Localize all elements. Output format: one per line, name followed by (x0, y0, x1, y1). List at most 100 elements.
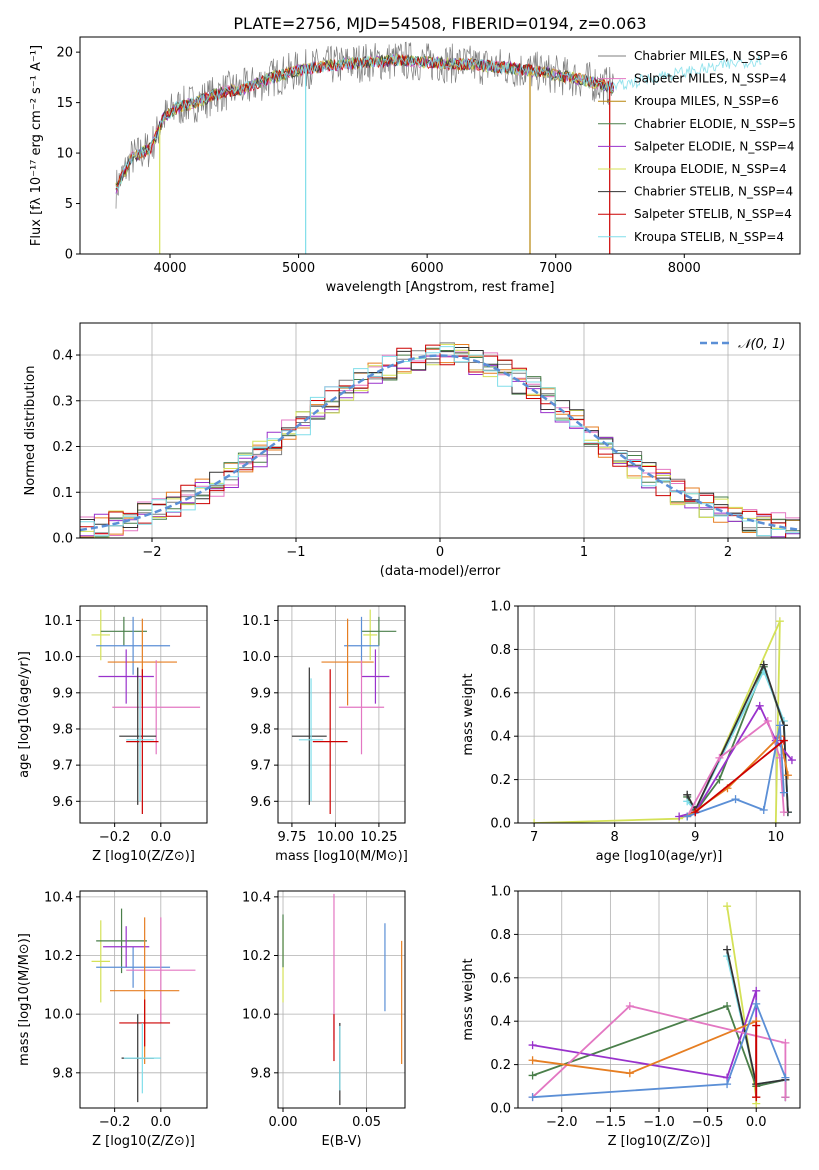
y-tick-label: 0.4 (52, 349, 73, 364)
panel-age_vs_mass: 9.75 10.00 10.25 9.6 9.7 9.8 9.9 10.0 10.1 mass [… (242, 605, 408, 864)
y-tick-label: 10.4 (44, 890, 73, 905)
x-tick-label: −2 (142, 545, 161, 560)
plot-frame (517, 890, 801, 1109)
y-tick-label: 9.7 (52, 759, 73, 774)
y-axis-label: Normed distribution (23, 366, 38, 496)
series-point (528, 1041, 537, 1050)
y-axis-label: mass weight (461, 673, 476, 755)
legend-label: Salpeter ELODIE, N_SSP=4 (634, 139, 795, 153)
legend-label: Chabrier MILES, N_SSP=6 (634, 49, 788, 63)
y-tick-label: 0.1 (52, 486, 73, 501)
series-point (683, 790, 692, 799)
y-tick-label: 9.8 (52, 1066, 73, 1081)
error-cross (100, 616, 147, 646)
series-point (752, 986, 761, 995)
y-tick-label: 0.0 (490, 817, 511, 832)
y-tick-label: 0 (65, 248, 73, 263)
x-tick-label: 7000 (539, 261, 572, 276)
x-tick-label: 7 (530, 830, 538, 845)
plot-frame (517, 605, 801, 824)
x-tick-label: 9.75 (277, 830, 306, 845)
y-tick-label: 0.6 (490, 686, 511, 701)
y-tick-label: 10.1 (242, 614, 271, 629)
plot-content (528, 902, 790, 1108)
panel-mass_vs_Z: −0.2 0.0 9.8 10.0 10.2 10.4 Z [log10(Z/Z⊙)] mas… (17, 890, 208, 1149)
plot-content (80, 342, 800, 538)
y-tick-label: 10.4 (242, 890, 271, 905)
series-point (787, 756, 796, 765)
y-tick-label: 9.7 (250, 759, 271, 774)
legend-label: Chabrier ELODIE, N_SSP=5 (634, 117, 796, 131)
error-cross (338, 660, 385, 755)
error-cross (119, 667, 157, 805)
model-spectrum-7 (115, 54, 615, 186)
x-tick-label: −1.0 (643, 1115, 675, 1130)
legend-label: Kroupa ELODIE, N_SSP=4 (634, 162, 787, 176)
y-tick-label: 0.6 (490, 971, 511, 986)
normal-curve (80, 354, 800, 532)
y-tick-label: 10.2 (44, 949, 73, 964)
error-cross (96, 616, 171, 675)
error-cross (112, 660, 201, 755)
x-tick-label: 8000 (668, 261, 701, 276)
legend-label: Kroupa MILES, N_SSP=6 (634, 94, 779, 108)
y-tick-label: 0.2 (490, 773, 511, 788)
x-axis-label: age [log10(age/yr)] (596, 849, 723, 864)
plot-frame (79, 322, 801, 539)
y-tick-label: 0.2 (52, 440, 73, 455)
legend-label: Salpeter MILES, N_SSP=4 (634, 72, 787, 86)
error-cross (119, 999, 171, 1047)
x-tick-label: 0.0 (746, 1115, 767, 1130)
series-point (528, 1071, 537, 1080)
plot-frame (277, 890, 406, 1109)
series-point (731, 795, 740, 804)
series-point (781, 1093, 790, 1102)
x-tick-label: −1.5 (595, 1115, 627, 1130)
y-tick-label: 10.0 (242, 1008, 271, 1023)
x-tick-label: 0.00 (269, 1115, 298, 1130)
series-point (752, 999, 761, 1008)
series-point (779, 788, 788, 797)
series-point (755, 701, 764, 710)
x-tick-label: 0.05 (352, 1115, 381, 1130)
series-point (528, 1056, 537, 1065)
series-point (691, 808, 700, 817)
y-tick-label: 0.3 (52, 394, 73, 409)
error-cross (96, 946, 171, 988)
x-tick-label: 10.00 (317, 830, 354, 845)
y-tick-label: 10.0 (44, 1008, 73, 1023)
y-tick-label: 0.0 (490, 1102, 511, 1117)
x-tick-label: 1 (580, 545, 588, 560)
plot-content (282, 893, 403, 1106)
legend-label: Salpeter STELIB, N_SSP=4 (634, 207, 792, 221)
series-point (775, 721, 784, 730)
x-tick-label: 0.0 (150, 1115, 171, 1130)
series-point (752, 1093, 761, 1102)
legend-label: Chabrier STELIB, N_SSP=4 (634, 185, 793, 199)
series-point (759, 805, 768, 814)
plot-area (80, 891, 207, 1108)
y-tick-label: 1.0 (490, 885, 511, 900)
y-axis-label: mass [log10(M/M⊙)] (17, 933, 32, 1066)
series-point (779, 736, 788, 745)
y-tick-label: 0.2 (490, 1058, 511, 1073)
error-cross (361, 616, 397, 646)
y-tick-label: 10.0 (242, 650, 271, 665)
x-tick-label: 8 (611, 830, 619, 845)
plot-content (530, 617, 796, 823)
error-cross (298, 678, 324, 802)
series-point (625, 1002, 634, 1011)
y-axis-label: age [log10(age/yr)] (17, 651, 32, 778)
x-tick-label: 10.25 (360, 830, 397, 845)
y-tick-label: 10 (56, 147, 73, 162)
y-tick-label: 9.6 (250, 795, 271, 810)
series-point (775, 617, 784, 626)
y-axis-label: mass weight (461, 958, 476, 1040)
y-tick-label: 20 (56, 46, 73, 61)
error-cross (126, 669, 159, 814)
x-tick-label: 6000 (411, 261, 444, 276)
plot-frame (79, 36, 801, 255)
panel-age_vs_Z: −0.2 0.0 9.6 9.7 9.8 9.9 10.0 10.1 Z [log10(Z/Z⊙… (17, 605, 208, 864)
x-tick-label: 2 (724, 545, 732, 560)
